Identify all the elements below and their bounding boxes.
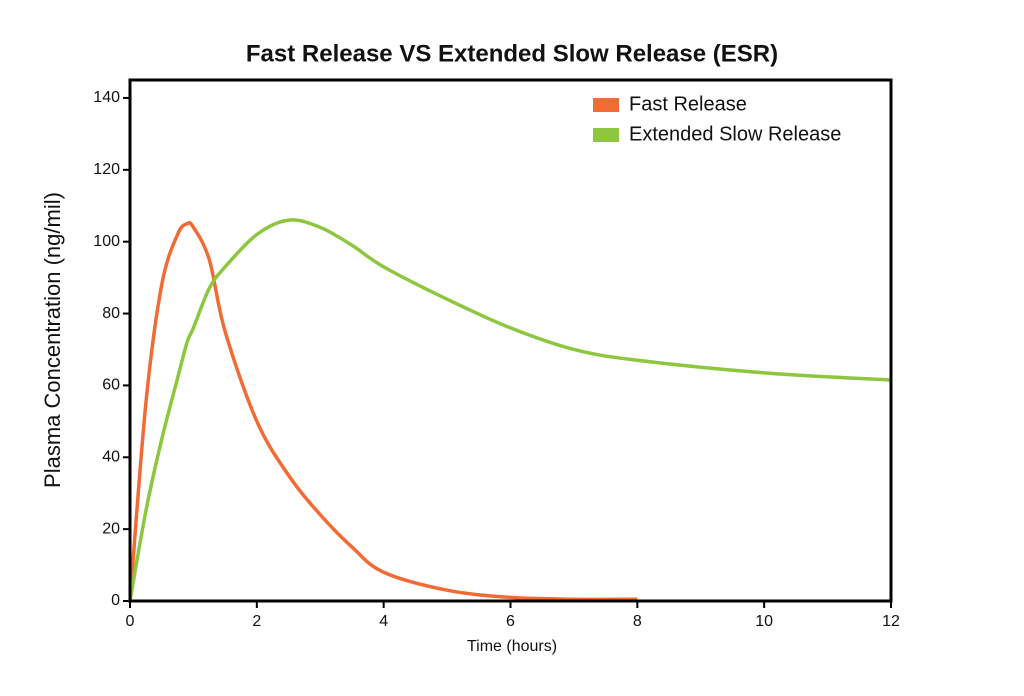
- legend-label: Fast Release: [629, 93, 747, 115]
- y-tick-label: 100: [93, 233, 120, 250]
- series-line: [128, 221, 638, 602]
- x-tick-label: 4: [379, 613, 388, 630]
- x-tick-label: 0: [126, 613, 135, 630]
- x-axis-label: Time (hours): [467, 638, 557, 655]
- x-tick-label: 8: [633, 613, 642, 630]
- x-tick-label: 12: [882, 613, 900, 630]
- legend-swatch: [593, 98, 619, 112]
- y-tick-label: 140: [93, 89, 120, 106]
- series-line: [128, 218, 892, 602]
- chart-title: Fast Release VS Extended Slow Release (E…: [246, 40, 778, 67]
- y-tick-label: 0: [111, 592, 120, 609]
- x-tick-label: 6: [506, 613, 515, 630]
- y-tick-label: 80: [102, 305, 120, 322]
- y-axis-label: Plasma Concentration (ng/mil): [40, 192, 65, 488]
- y-tick-label: 40: [102, 448, 120, 465]
- y-tick-label: 60: [102, 377, 120, 394]
- y-tick-label: 120: [93, 161, 120, 178]
- y-tick-label: 20: [102, 520, 120, 537]
- x-tick-label: 10: [755, 613, 773, 630]
- x-tick-label: 2: [252, 613, 261, 630]
- legend-swatch: [593, 128, 619, 142]
- legend-label: Extended Slow Release: [629, 123, 841, 145]
- plot-frame: [128, 78, 893, 603]
